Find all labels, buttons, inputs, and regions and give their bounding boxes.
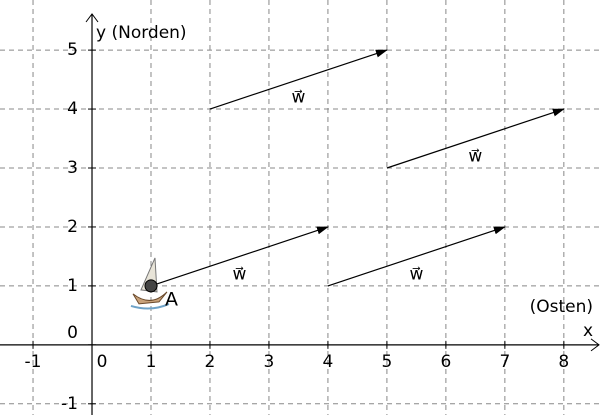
x-tick-label: 2 [205,352,216,372]
x-axis-annotation: (Osten) [530,297,593,317]
x-tick-label: 7 [499,352,510,372]
y-tick-label: 0 [67,323,78,343]
x-tick-label: 5 [381,352,392,372]
y-tick-label: 3 [67,158,78,178]
vector-label: w⃗ [233,264,247,284]
y-tick-label: 5 [67,40,78,60]
x-axis-label: x [583,321,593,341]
y-tick-label: 1 [67,276,78,296]
vector-label: w⃗ [409,264,423,284]
vector-label: w⃗ [291,88,305,108]
point [145,280,157,292]
y-tick-label: -1 [61,394,78,414]
x-tick-label: 1 [146,352,157,372]
x-tick-label: -1 [25,352,42,372]
point-label: A [165,288,178,310]
coordinate-plane: -1 0 1 2 3 4 5 6 7 8 -1 0 1 2 3 4 5 y (Norden) x (Osten) w⃗ w… [0,0,601,415]
x-tick-label: 3 [264,352,275,372]
boat-water [131,304,169,309]
x-tick-label: 6 [440,352,451,372]
x-tick-label: 4 [323,352,334,372]
y-tick-label: 4 [67,99,78,119]
vector-label: w⃗ [468,147,482,167]
y-axis-label: y (Norden) [96,23,187,43]
y-tick-label: 2 [67,217,78,237]
x-tick-label: 0 [97,352,108,372]
x-tick-label: 8 [558,352,569,372]
boat-hull [133,292,167,304]
